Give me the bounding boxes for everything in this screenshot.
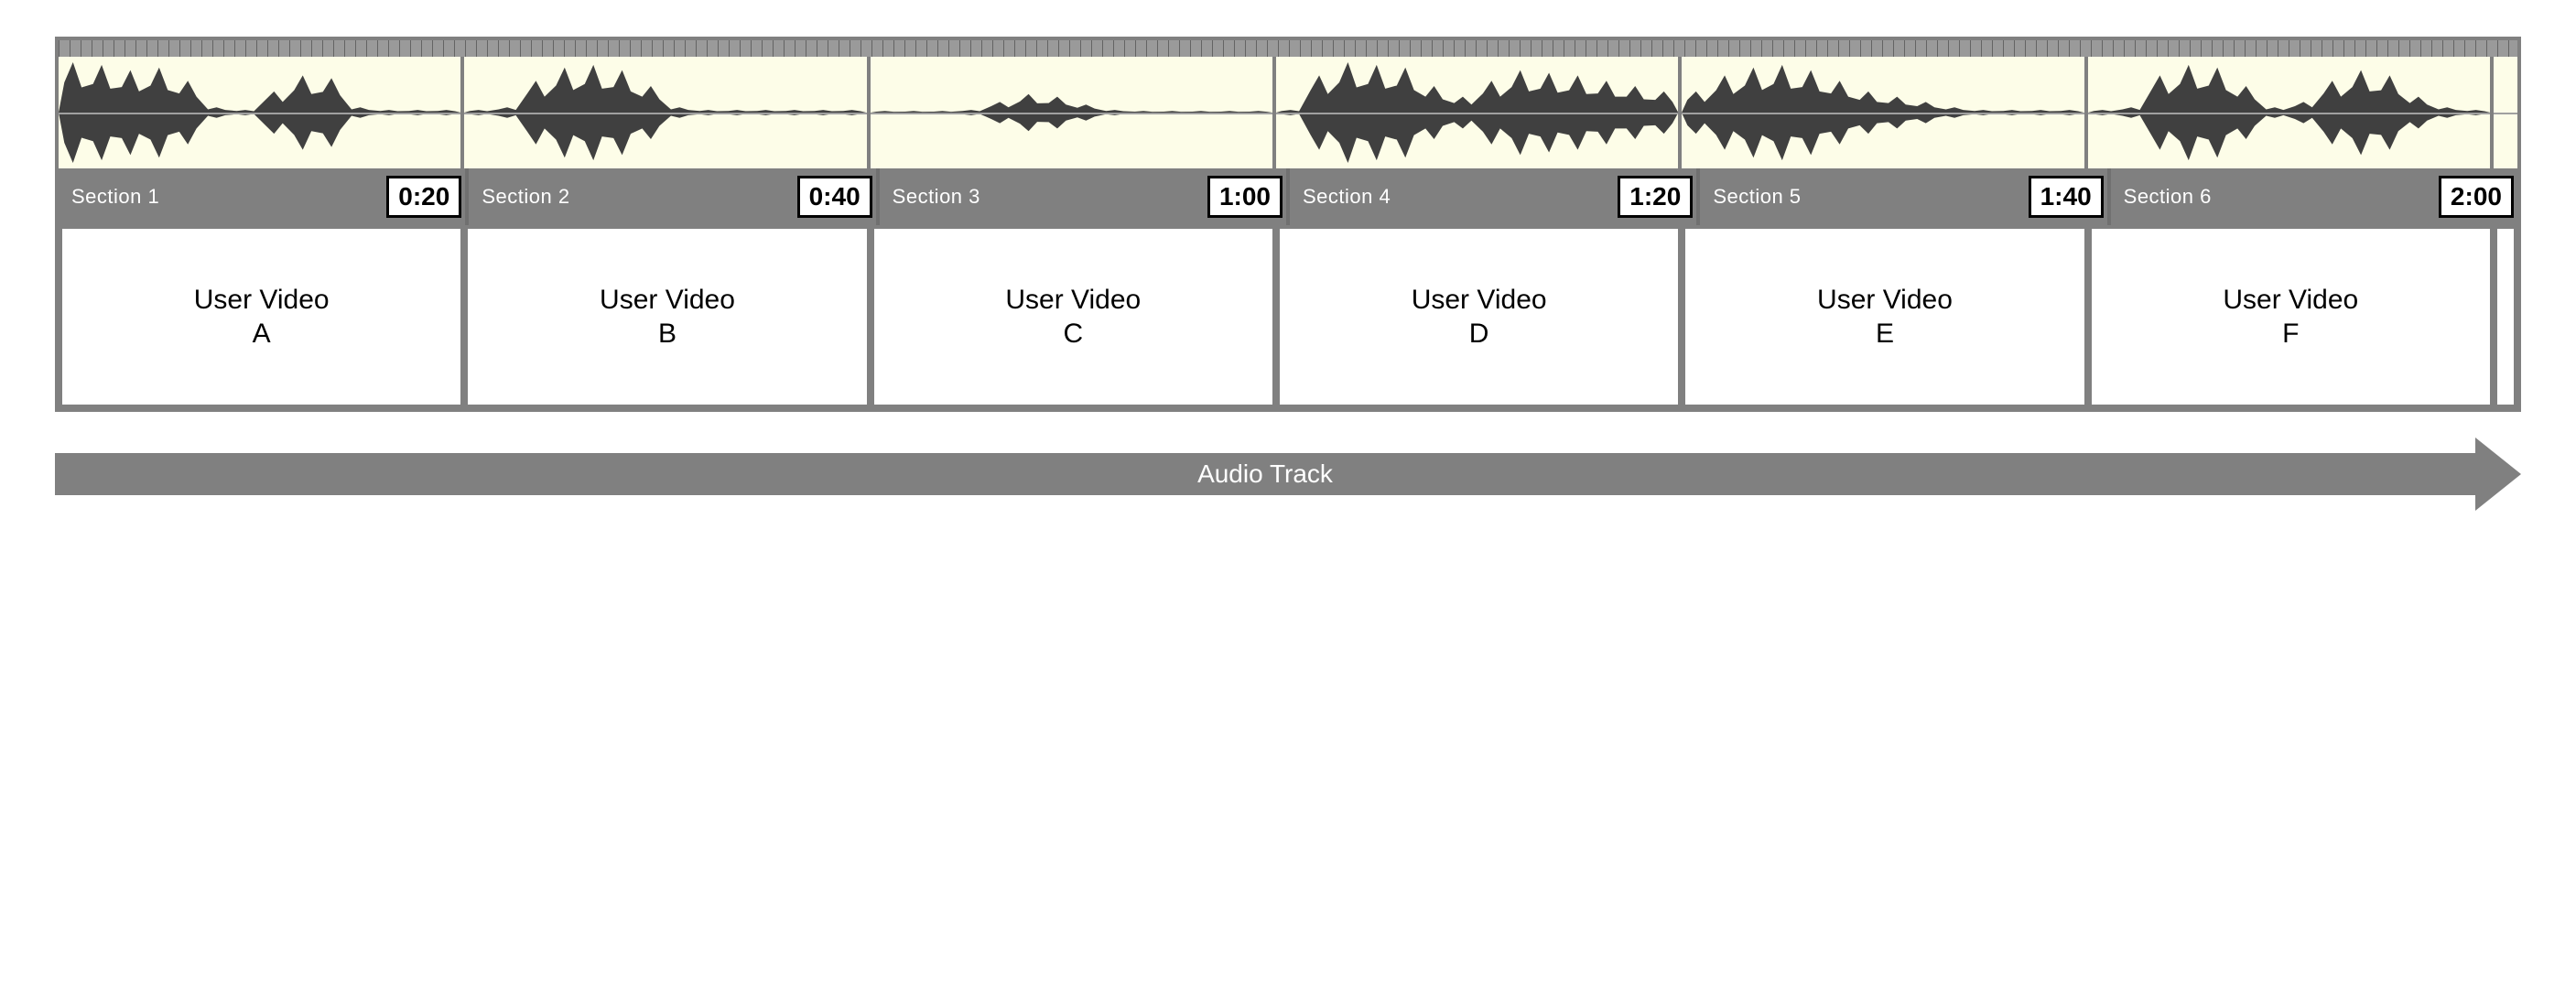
section-cell: Section 4 1:20 — [1290, 168, 1700, 225]
arrow-head-icon — [2475, 438, 2521, 511]
video-clip-cell[interactable]: User VideoF — [2088, 225, 2494, 408]
section-label: Section 1 — [71, 185, 159, 209]
waveform-segment — [871, 57, 1276, 168]
time-ruler — [59, 40, 2517, 57]
video-tail-cell — [2494, 225, 2517, 408]
section-cell: Section 2 0:40 — [469, 168, 879, 225]
section-cell: Section 1 0:20 — [59, 168, 469, 225]
section-end-time: 1:20 — [1618, 176, 1693, 218]
waveform-segment — [464, 57, 870, 168]
video-row: User VideoAUser VideoBUser VideoCUser Vi… — [59, 225, 2517, 408]
section-end-time: 1:00 — [1207, 176, 1283, 218]
section-label: Section 4 — [1303, 185, 1391, 209]
audio-track-arrow: Audio Track — [55, 438, 2521, 511]
waveform-segment — [59, 57, 464, 168]
section-label: Section 6 — [2124, 185, 2212, 209]
section-end-time: 0:20 — [386, 176, 461, 218]
arrow-label: Audio Track — [1197, 459, 1333, 489]
video-clip-cell[interactable]: User VideoB — [464, 225, 870, 408]
waveform-segment — [2088, 57, 2494, 168]
section-end-time: 2:00 — [2439, 176, 2514, 218]
section-end-time: 1:40 — [2029, 176, 2104, 218]
section-cell: Section 6 2:00 — [2111, 168, 2517, 225]
section-end-time: 0:40 — [797, 176, 872, 218]
section-cell: Section 5 1:40 — [1700, 168, 2110, 225]
arrow-bar: Audio Track — [55, 453, 2475, 495]
section-label: Section 5 — [1713, 185, 1801, 209]
waveform-segment — [1682, 57, 2087, 168]
section-cell: Section 3 1:00 — [880, 168, 1290, 225]
waveform-row — [59, 40, 2517, 168]
video-clip-cell[interactable]: User VideoA — [59, 225, 464, 408]
section-label: Section 3 — [893, 185, 980, 209]
video-clip-cell[interactable]: User VideoE — [1682, 225, 2087, 408]
waveform-tail — [2494, 57, 2517, 168]
section-row: Section 1 0:20 Section 2 0:40 Section 3 … — [59, 168, 2517, 225]
waveform-segment — [1276, 57, 1682, 168]
video-clip-cell[interactable]: User VideoD — [1276, 225, 1682, 408]
video-clip-cell[interactable]: User VideoC — [871, 225, 1276, 408]
timeline-container: Section 1 0:20 Section 2 0:40 Section 3 … — [55, 37, 2521, 412]
section-label: Section 2 — [482, 185, 569, 209]
